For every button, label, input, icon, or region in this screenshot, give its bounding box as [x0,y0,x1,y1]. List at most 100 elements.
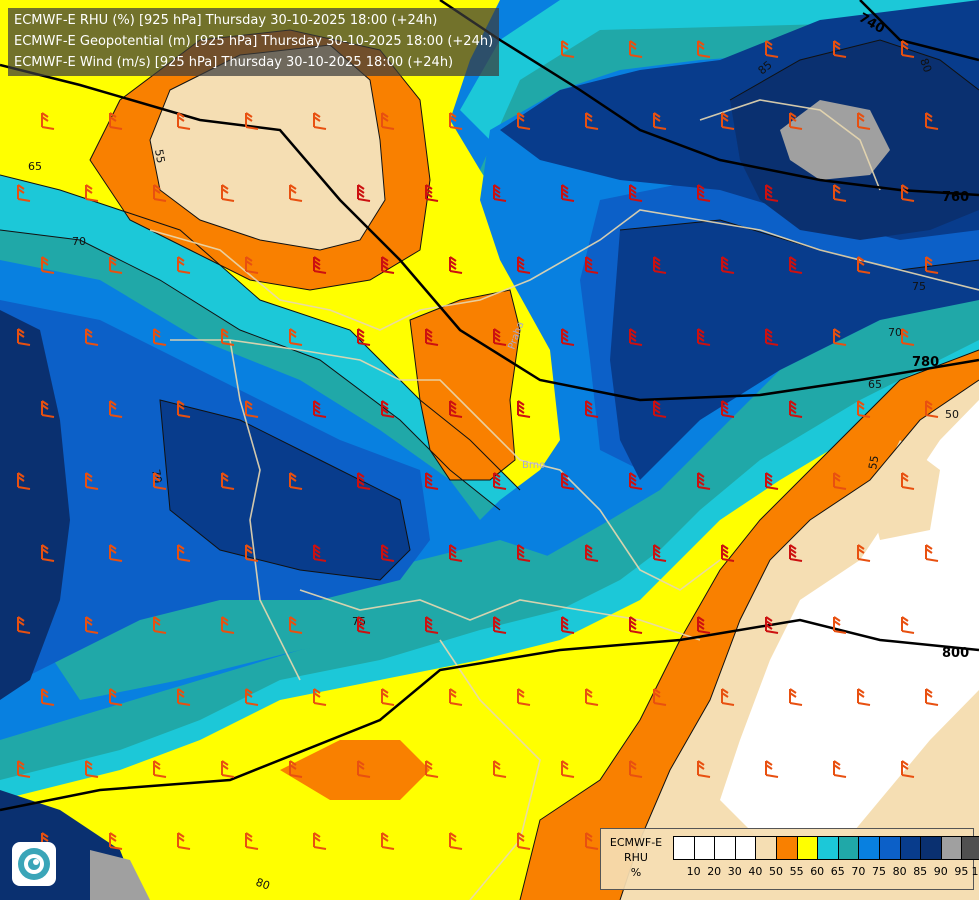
wind-barb [17,616,31,634]
wind-barb [925,256,939,274]
wind-barb [789,688,803,706]
wind-barb [357,328,371,346]
legend-swatch [838,837,860,859]
wind-barb [561,760,575,778]
legend-variable: RHU [624,851,648,864]
rhu-95-region-sw [90,850,150,900]
wind-barb [833,184,847,202]
ecmwf-logo [12,842,56,886]
wind-barb [313,400,327,418]
ecmwf-swirl-icon [18,848,50,880]
legend-swatch [756,837,777,859]
wind-barb [177,400,191,418]
legend-swatch [900,837,922,859]
legend-tick: 80 [892,865,907,878]
rhu-85-region [160,400,410,580]
wind-barb [721,400,735,418]
wind-barb [653,112,667,130]
wind-barb [493,616,507,634]
wind-barb [629,328,643,346]
wind-barb [85,328,99,346]
wind-barb [357,616,371,634]
wind-barb [177,256,191,274]
wind-barb [449,112,463,130]
legend-tick: 95 [954,865,969,878]
legend-swatch [818,837,839,859]
wind-barb [153,328,167,346]
legend-swatch [694,837,716,859]
legend-tick: 20 [707,865,722,878]
wind-barb [381,688,395,706]
wind-barb [493,472,507,490]
legend-swatch [859,837,880,859]
wind-barb [765,616,779,634]
wind-barb [449,832,463,850]
wind-barb [585,400,599,418]
wind-barb [357,760,371,778]
legend-tick: 60 [810,865,825,878]
wind-barb [697,184,711,202]
wind-barb [381,256,395,274]
wind-barb [517,832,531,850]
legend-swatch [941,837,963,859]
wind-barb [697,616,711,634]
wind-barb [109,832,123,850]
legend-swatch [735,837,757,859]
wind-barb [109,112,123,130]
place-brno: Brno [522,460,545,471]
wind-barb [925,544,939,562]
wind-barb [177,832,191,850]
wind-barb [857,256,871,274]
legend-tick: 55 [789,865,804,878]
wind-barb [697,760,711,778]
legend-tick: 75 [872,865,886,878]
wind-barb [153,616,167,634]
rhu-contour-labels: 55 65 70 70 75 80 80 85 50 55 65 70 75 [28,57,959,893]
wind-barb [629,184,643,202]
wind-barb [857,688,871,706]
wind-barb [833,40,847,58]
wind-barb [245,544,259,562]
wind-barb [449,544,463,562]
wind-barb [561,616,575,634]
rhu-85-region-east [610,220,979,480]
wind-barb [357,184,371,202]
rhu-label-75-b: 75 [912,280,926,293]
wind-barb [17,472,31,490]
wind-barb [925,112,939,130]
wind-barb [381,112,395,130]
wind-barb [493,328,507,346]
wind-barb [449,400,463,418]
title-rhu: ECMWF-E RHU (%) [925 hPa] Thursday 30-10… [14,13,438,28]
wind-barb [517,688,531,706]
wind-barb [313,832,327,850]
wind-barb [901,616,915,634]
wind-barb [561,472,575,490]
legend-swatch [797,837,819,859]
wind-barb [653,256,667,274]
rhu-label-80: 80 [254,876,272,893]
wind-barb [721,256,735,274]
wind-barb [41,256,55,274]
wind-barb [41,544,55,562]
wind-barb [41,688,55,706]
wind-barb [109,544,123,562]
wind-barb [41,400,55,418]
wind-barb [425,328,439,346]
wind-barb [109,400,123,418]
legend-swatch [921,837,942,859]
wind-barb [177,544,191,562]
wind-barb [901,760,915,778]
wind-barb [381,400,395,418]
title-geopotential: ECMWF-E Geopotential (m) [925 hPa] Thurs… [14,34,494,49]
wind-barb [245,112,259,130]
wind-barb [901,328,915,346]
wind-barb [177,112,191,130]
rhu-75-region-lower [40,540,560,700]
wind-barbs [17,40,939,850]
wind-barb [245,400,259,418]
wind-barb [653,400,667,418]
legend-tick: 50 [769,865,783,878]
rhu-55-region-south [280,740,430,800]
